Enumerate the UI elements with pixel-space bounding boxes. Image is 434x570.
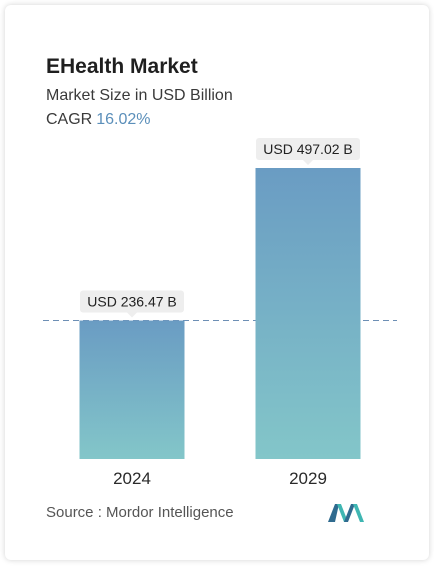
cagr-row: CAGR 16.02% (46, 111, 151, 129)
category-label-2029: 2029 (289, 469, 327, 488)
category-label-2024: 2024 (113, 469, 151, 488)
bar-chart: USD 236.47 B 2024 USD 497.02 B 2029 (43, 138, 397, 488)
cagr-value: 16.02% (96, 111, 151, 128)
value-label-2024: USD 236.47 B (87, 294, 177, 310)
cagr-label: CAGR (46, 111, 93, 128)
mordor-intelligence-logo-icon (328, 504, 364, 522)
source-text: Source : Mordor Intelligence (46, 504, 234, 521)
chart-card: EHealth Market Market Size in USD Billio… (5, 5, 429, 560)
value-label-2029: USD 497.02 B (263, 141, 353, 157)
bar-2029 (255, 168, 361, 459)
bar-2024 (79, 320, 185, 459)
chart-subtitle: Market Size in USD Billion (46, 87, 233, 104)
value-label-pointer-2024 (127, 312, 137, 318)
value-label-box-2024 (80, 290, 184, 313)
value-label-box-2029 (256, 138, 360, 160)
chart-title: EHealth Market (46, 55, 198, 78)
value-label-pointer-2029 (303, 160, 313, 165)
